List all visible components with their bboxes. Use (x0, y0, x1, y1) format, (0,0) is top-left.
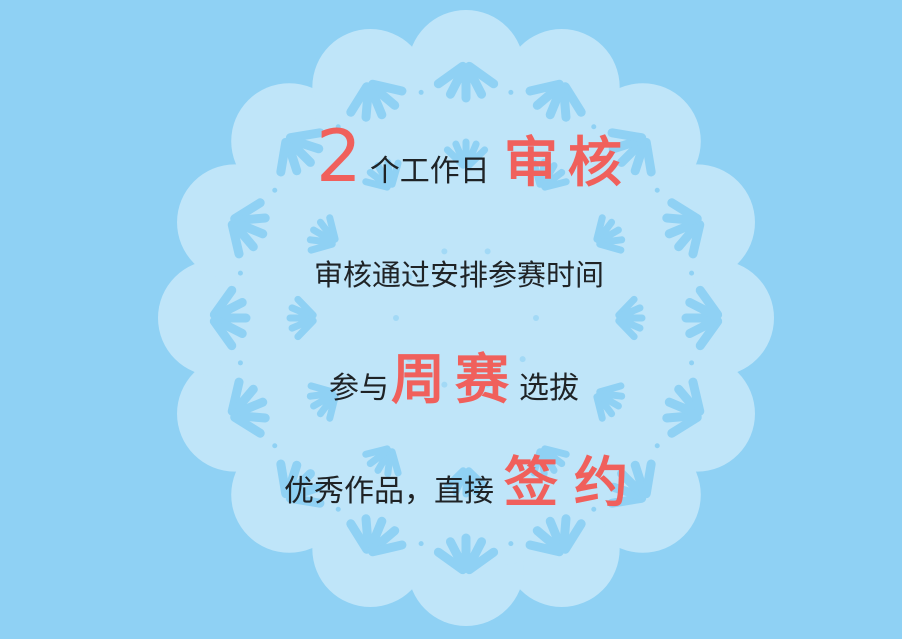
doily-dot (418, 541, 424, 547)
doily-dot (591, 124, 597, 130)
doily-inner-petal (530, 448, 544, 477)
review-days-number: 2 (316, 114, 362, 198)
doily-outer-petal (667, 198, 702, 224)
weekly-contest-emphasis: 周赛 (391, 348, 519, 411)
doily-inner-petal (465, 146, 489, 169)
doily-dot (654, 187, 660, 193)
doily-dot (418, 89, 424, 95)
doily-dot (335, 124, 341, 130)
doily-dot (508, 541, 514, 547)
doily-center-dot (519, 273, 526, 280)
doily-inner-petal (596, 240, 625, 254)
doily-dot (237, 270, 243, 276)
weekly-contest-prefix: 参与 (329, 371, 389, 406)
doily-inner-petal (593, 393, 606, 422)
doily-outer-petal (230, 412, 265, 438)
signing-emphasis: 签约 (504, 451, 644, 514)
doily-outer-petal (433, 61, 468, 89)
doily-center-dot (393, 315, 399, 321)
doily-dot (654, 443, 660, 449)
line-signing: 优秀作品，直接 签约 (284, 438, 644, 517)
doily-dot (272, 187, 278, 193)
doily-inner-petal (615, 317, 638, 341)
doily-dot (272, 443, 278, 449)
doily-inner-petal (307, 382, 336, 396)
review-emphasis: 审核 (503, 131, 632, 194)
doily-inner-petal (443, 467, 467, 490)
doily-dot (508, 89, 514, 95)
doily-outer-petal (227, 220, 244, 259)
doily-center (216, 68, 716, 568)
signing-text: 优秀作品，直接 (284, 474, 494, 509)
doily-dot (689, 270, 695, 276)
doily-outer-petal (276, 137, 291, 177)
doily-center-dot (533, 315, 539, 321)
doily-outer-petal (368, 540, 407, 557)
doily-outer-petal (607, 128, 647, 143)
doily-outer-petal (464, 547, 499, 575)
doily-dot (689, 360, 695, 366)
doily-center-dot (406, 273, 413, 280)
line-schedule: 审核通过安排参赛时间 (314, 258, 605, 292)
line-weekly-contest: 参与 周赛 选拔 (329, 335, 579, 414)
doily-outer-petal (285, 493, 325, 508)
review-days-text: 个工作日 (369, 154, 490, 189)
doily-outer-petal (641, 459, 656, 499)
doily-center-dot (519, 356, 526, 363)
doily-center-dot (441, 248, 448, 255)
doily-outer-petal (525, 79, 564, 96)
doily-dot (237, 360, 243, 366)
doily-center-dot (484, 248, 491, 255)
doily-pattern (209, 61, 723, 575)
doily-outer-petal (688, 377, 705, 416)
doily-outer-petal (560, 519, 586, 554)
doily-dot (591, 506, 597, 512)
line-review-days: 2 个工作日 审核 (316, 118, 632, 197)
doily-center-dot (484, 381, 491, 388)
weekly-contest-suffix: 选拔 (519, 371, 579, 406)
doily-inner-petal (541, 178, 570, 191)
doily-inner-petal (362, 445, 391, 458)
doily-center-dot (441, 381, 448, 388)
doily-inner-petal (388, 159, 402, 188)
doily-inner-petal (294, 295, 317, 319)
doily-outer-petal (346, 82, 372, 117)
doily-center-dot (406, 356, 413, 363)
doily-dot (335, 506, 341, 512)
doily-outer-petal (209, 316, 237, 351)
doily-inner-petal (326, 214, 339, 243)
doily-outer-petal (695, 285, 723, 320)
